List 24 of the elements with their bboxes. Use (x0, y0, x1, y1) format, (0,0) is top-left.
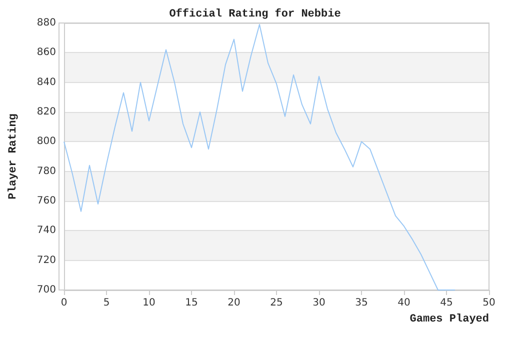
y-tick-label: 860 (36, 47, 56, 58)
y-tick-label: 740 (36, 225, 56, 236)
y-tick-label: 840 (36, 76, 56, 88)
x-tick-label: 30 (312, 298, 326, 308)
x-tick-label: 15 (185, 298, 198, 308)
x-tick-label: 10 (142, 298, 156, 308)
x-tick-label: 20 (228, 298, 240, 308)
y-tick-label: 720 (36, 254, 56, 266)
x-tick-label: 35 (355, 298, 368, 308)
y-tick-label: 880 (36, 18, 56, 28)
y-tick-label: 780 (36, 166, 56, 177)
y-tick-label: 800 (36, 136, 56, 148)
x-tick-label: 0 (60, 298, 68, 308)
y-axis-title: Player Rating (8, 114, 20, 200)
x-tick-label: 40 (398, 298, 410, 308)
x-tick-label: 45 (440, 298, 453, 308)
x-tick-label: 25 (270, 298, 283, 308)
y-tick-label: 760 (36, 196, 56, 206)
x-tick-label: 50 (482, 298, 496, 308)
chart-title: Official Rating for Nebbie (169, 8, 342, 20)
x-tick-label: 5 (103, 298, 110, 308)
x-axis-title: Games Played (410, 314, 489, 326)
y-tick-label: 700 (36, 284, 56, 296)
y-tick-label: 820 (36, 106, 56, 118)
